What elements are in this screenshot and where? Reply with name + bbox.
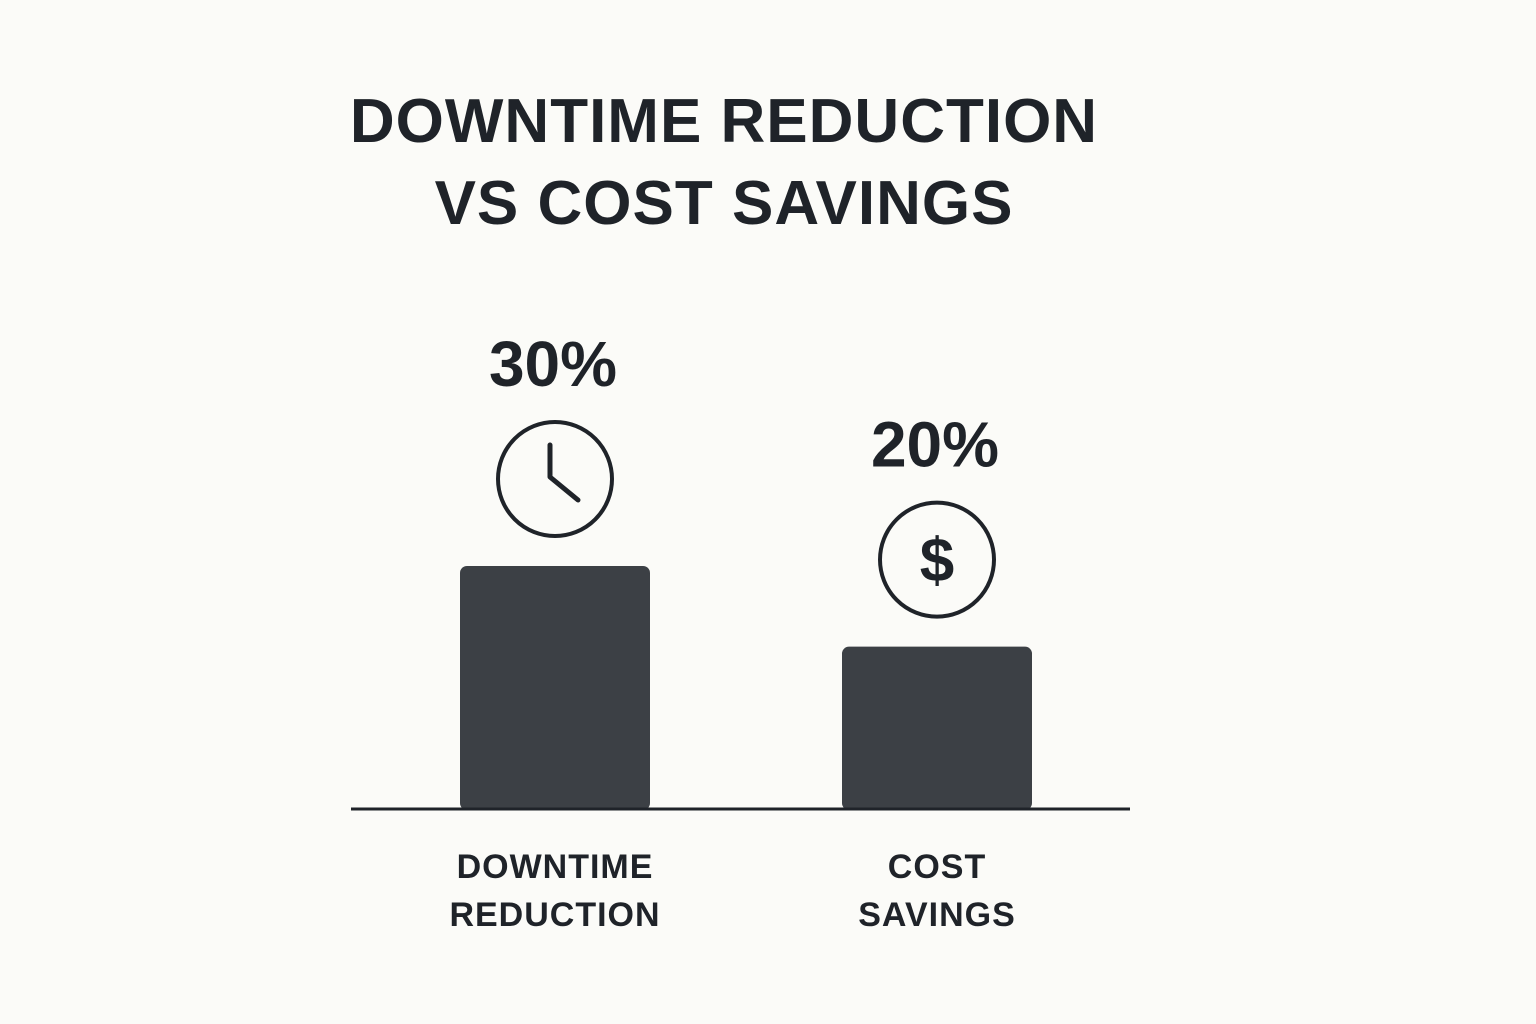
- clock-icon-ring: [496, 420, 614, 538]
- clock-icon: [496, 420, 614, 538]
- category-label-downtime-reduction-line-2: REDUCTION: [449, 896, 660, 934]
- dollar-icon: $: [878, 500, 996, 619]
- bar-cost-savings: [842, 646, 1032, 810]
- clock-hands: [547, 442, 581, 503]
- bar-downtime-reduction: [460, 566, 650, 810]
- chart-title-line-2: VS COST SAVINGS: [435, 169, 1014, 238]
- value-label-cost-savings: 20%: [871, 409, 999, 481]
- category-label-cost-savings-line-2: SAVINGS: [858, 896, 1016, 934]
- dollar-icon-glyph: $: [920, 527, 954, 596]
- bars-layer: 30% DOWNTIME REDUCTION $20% COST SAVINGS: [449, 328, 1032, 934]
- value-label-downtime-reduction: 30%: [489, 328, 617, 400]
- chart-title-line-1: DOWNTIME REDUCTION: [350, 87, 1098, 156]
- category-label-downtime-reduction-line-1: DOWNTIME: [457, 848, 654, 886]
- category-label-cost-savings-line-1: COST: [888, 848, 986, 886]
- dollar-icon-ring: [878, 500, 996, 619]
